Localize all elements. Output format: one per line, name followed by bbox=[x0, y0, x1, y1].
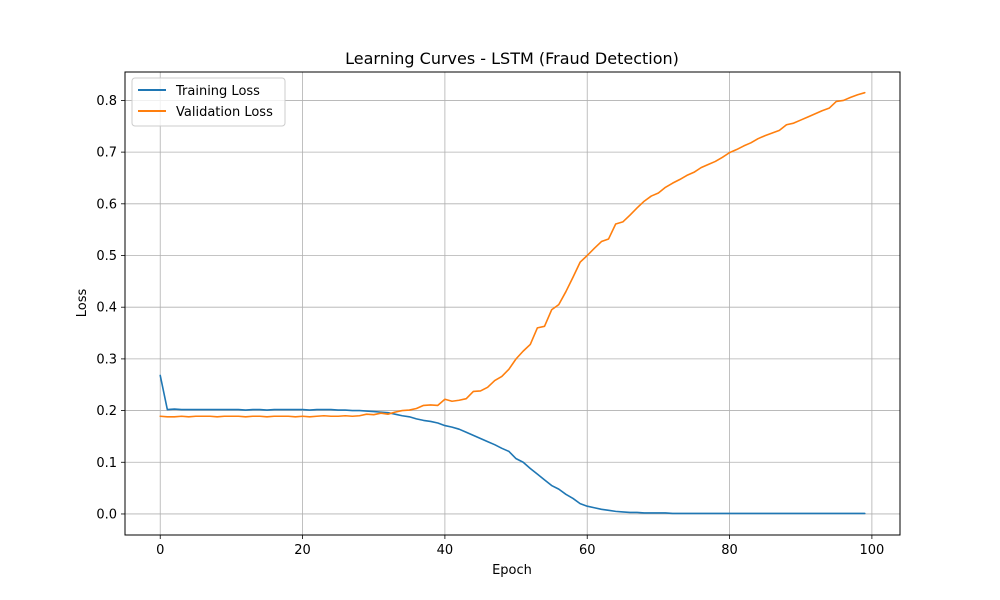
legend-label-training-loss: Training Loss bbox=[175, 84, 260, 99]
y-tick-label: 0.1 bbox=[96, 456, 117, 471]
x-tick-label: 100 bbox=[859, 543, 884, 558]
y-tick-label: 0.3 bbox=[96, 352, 117, 367]
x-tick-label: 0 bbox=[156, 543, 164, 558]
axis-ticks: 0 20 40 60 80 100 0.0 0.1 0.2 0.3 0.4 0.5 0.6 0.7 0.8 bbox=[96, 94, 884, 558]
plot-area-frame bbox=[124, 71, 901, 536]
y-tick-label: 0.2 bbox=[96, 404, 117, 419]
legend: Training Loss Validation Loss bbox=[131, 77, 286, 127]
series-line-training-loss bbox=[159, 374, 866, 515]
legend-label-validation-loss: Validation Loss bbox=[176, 105, 273, 120]
x-tick-label: 60 bbox=[579, 543, 596, 558]
series-line-validation-loss bbox=[159, 91, 866, 418]
series-lines bbox=[159, 91, 866, 515]
y-tick-label: 0.0 bbox=[96, 507, 117, 522]
y-tick-label: 0.4 bbox=[96, 301, 117, 316]
y-tick-label: 0.6 bbox=[96, 197, 117, 212]
y-tick-label: 0.7 bbox=[96, 146, 117, 161]
y-tick-label: 0.8 bbox=[96, 94, 117, 109]
grid bbox=[125, 72, 900, 535]
x-tick-label: 20 bbox=[294, 543, 311, 558]
y-axis-label: Loss bbox=[75, 289, 90, 318]
y-tick-label: 0.5 bbox=[96, 249, 117, 264]
legend-box bbox=[131, 77, 286, 127]
x-tick-label: 80 bbox=[721, 543, 738, 558]
x-tick-label: 40 bbox=[437, 543, 454, 558]
chart-title: Learning Curves - LSTM (Fraud Detection) bbox=[345, 49, 679, 68]
x-axis-label: Epoch bbox=[492, 563, 532, 578]
